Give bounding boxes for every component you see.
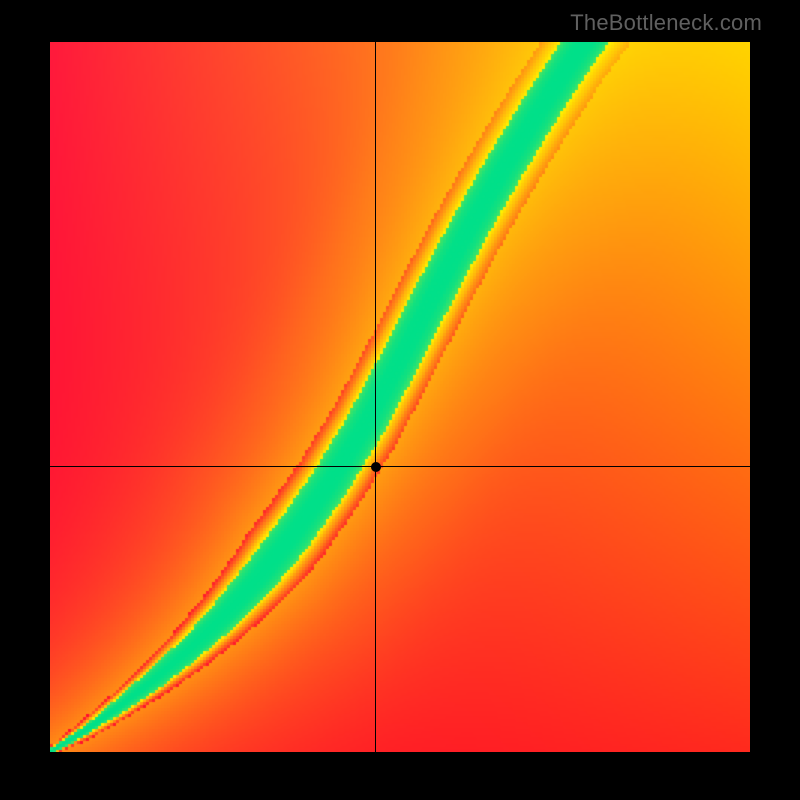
crosshair-horizontal (50, 466, 750, 467)
heatmap-canvas (50, 42, 750, 752)
marker-dot (371, 462, 381, 472)
plot-area (50, 42, 750, 752)
crosshair-vertical (375, 42, 376, 752)
watermark-text: TheBottleneck.com (570, 10, 762, 36)
